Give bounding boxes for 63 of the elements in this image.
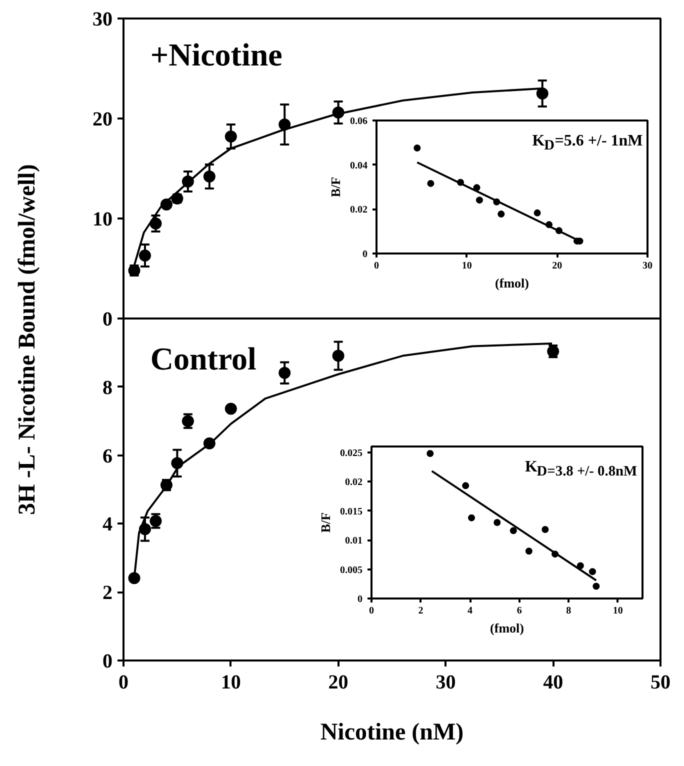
point <box>278 366 291 379</box>
y-tick-label: 0.02 <box>350 204 368 216</box>
x-tick-label: 4 <box>468 606 473 616</box>
point <box>494 519 501 526</box>
y-tick-label: 0 <box>362 249 368 260</box>
text: Control <box>150 340 257 376</box>
point <box>426 450 434 458</box>
y-tick-label: 8 <box>102 376 112 399</box>
point <box>498 210 505 218</box>
y-tick-label: 0.02 <box>345 477 362 488</box>
point <box>510 527 517 534</box>
point <box>468 514 476 522</box>
x-tick-label: 8 <box>566 606 572 616</box>
x-tick-label: 10 <box>220 672 241 694</box>
y-tick-label: 10 <box>92 208 112 230</box>
y-tick-label: 0.025 <box>340 448 362 459</box>
point <box>462 482 470 490</box>
text: +Nicotine <box>150 36 282 72</box>
y-tick-label: 0.015 <box>340 506 362 518</box>
y-axis-title: 3H -L- Nicotine Bound (fmol/well) <box>14 164 40 515</box>
y-axis-title: B/F <box>318 512 333 533</box>
point <box>224 130 237 142</box>
point <box>476 196 483 204</box>
x-tick-label: 30 <box>642 260 652 272</box>
x-tick-label: 2 <box>418 606 424 616</box>
point <box>592 582 600 590</box>
point <box>534 209 541 216</box>
x-tick-label: 30 <box>436 672 456 694</box>
point <box>332 350 344 362</box>
x-tick-label: 20 <box>552 260 562 272</box>
y-tick-label: 0 <box>102 650 112 672</box>
point <box>138 250 151 262</box>
y-tick-label: 0.005 <box>340 564 362 576</box>
y-tick-label: 4 <box>102 514 112 536</box>
y-tick-label: 30 <box>92 8 112 30</box>
point <box>128 572 140 584</box>
x-tick-label: 6 <box>516 606 522 616</box>
y-tick-label: 6 <box>102 445 112 468</box>
y-axis-title: B/F <box>328 176 343 198</box>
point <box>150 218 162 230</box>
x-axis-title: Nicotine (nM) <box>320 720 464 746</box>
x-tick-label: 50 <box>650 672 670 694</box>
x-tick-label: 10 <box>462 260 472 272</box>
x-tick-label: 40 <box>543 672 564 694</box>
point <box>542 526 549 534</box>
y-tick-label: 0.04 <box>350 160 368 172</box>
point <box>588 568 596 576</box>
y-tick-label: 20 <box>92 108 112 130</box>
x-tick-label: 0 <box>118 672 128 694</box>
point <box>203 170 216 182</box>
x-axis-title: (fmol) <box>490 620 524 636</box>
x-tick-label: 10 <box>612 606 623 616</box>
point <box>536 88 548 100</box>
y-tick-label: 0 <box>358 594 362 605</box>
y-tick-label: 0 <box>102 308 112 330</box>
y-tick-label: 0.06 <box>350 116 368 127</box>
point <box>224 402 237 415</box>
point <box>525 548 532 555</box>
point <box>414 144 421 152</box>
point <box>427 180 434 187</box>
x-axis-title: (fmol) <box>495 276 529 290</box>
y-tick-label: 0.01 <box>345 536 362 547</box>
x-tick-label: 0 <box>374 260 379 272</box>
